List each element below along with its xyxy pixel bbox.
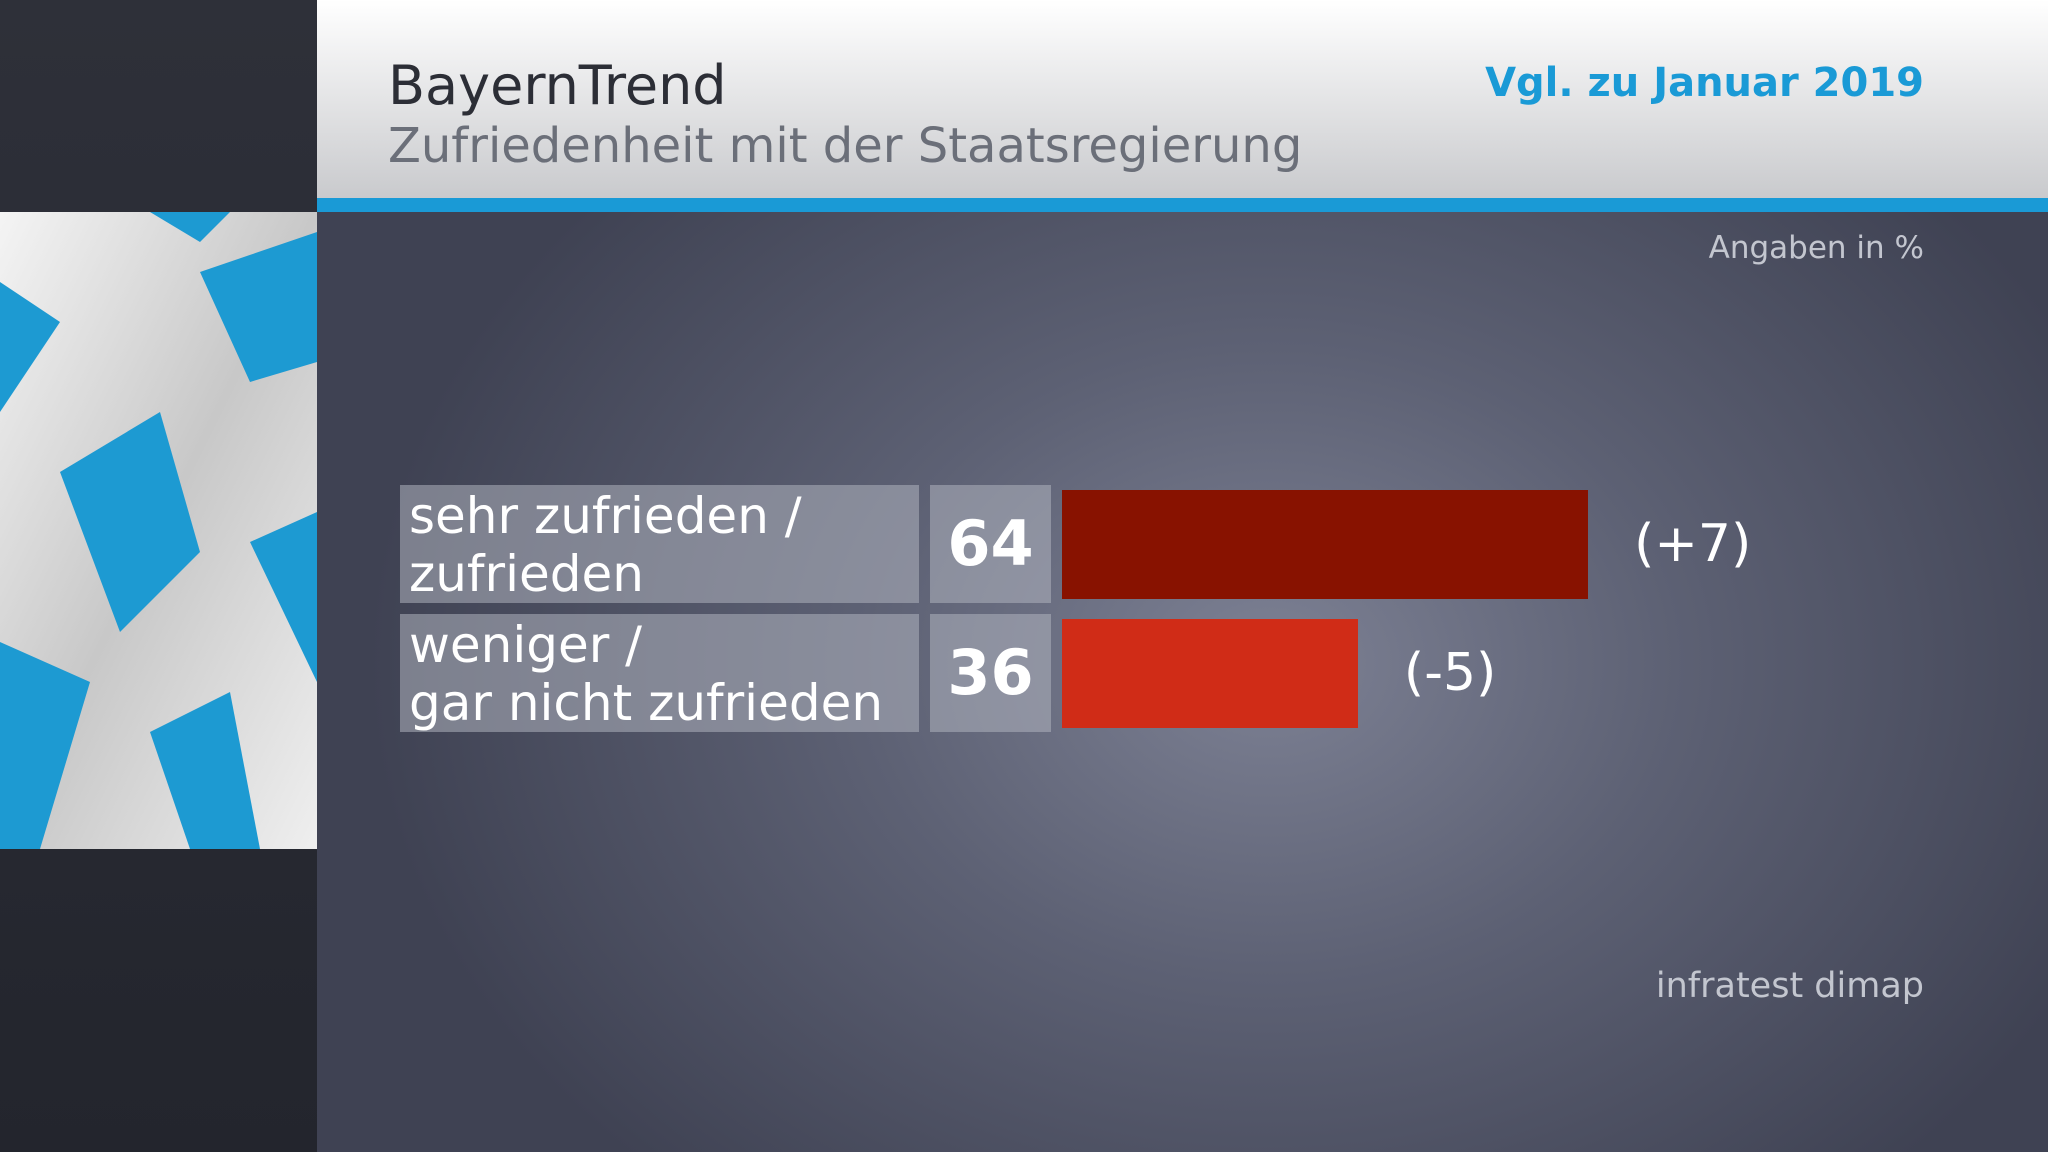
bar	[1062, 619, 1358, 728]
change-label: (+7)	[1634, 514, 1752, 574]
value-label: 36	[930, 614, 1051, 732]
category-label: weniger / gar nicht zufrieden	[400, 614, 919, 732]
comparison-note: Vgl. zu Januar 2019	[1485, 60, 1924, 106]
title: BayernTrend	[388, 54, 727, 117]
source: infratest dimap	[1655, 966, 1924, 1006]
category-label: sehr zufrieden / zufrieden	[400, 485, 919, 603]
unit-note: Angaben in %	[1708, 230, 1924, 266]
value-label: 64	[930, 485, 1051, 603]
flag	[0, 212, 317, 849]
bar	[1062, 490, 1589, 599]
change-label: (-5)	[1403, 643, 1497, 703]
header-stripe	[317, 198, 2048, 212]
header	[317, 0, 2048, 198]
subtitle: Zufriedenheit mit der Staatsregierung	[388, 118, 1303, 174]
